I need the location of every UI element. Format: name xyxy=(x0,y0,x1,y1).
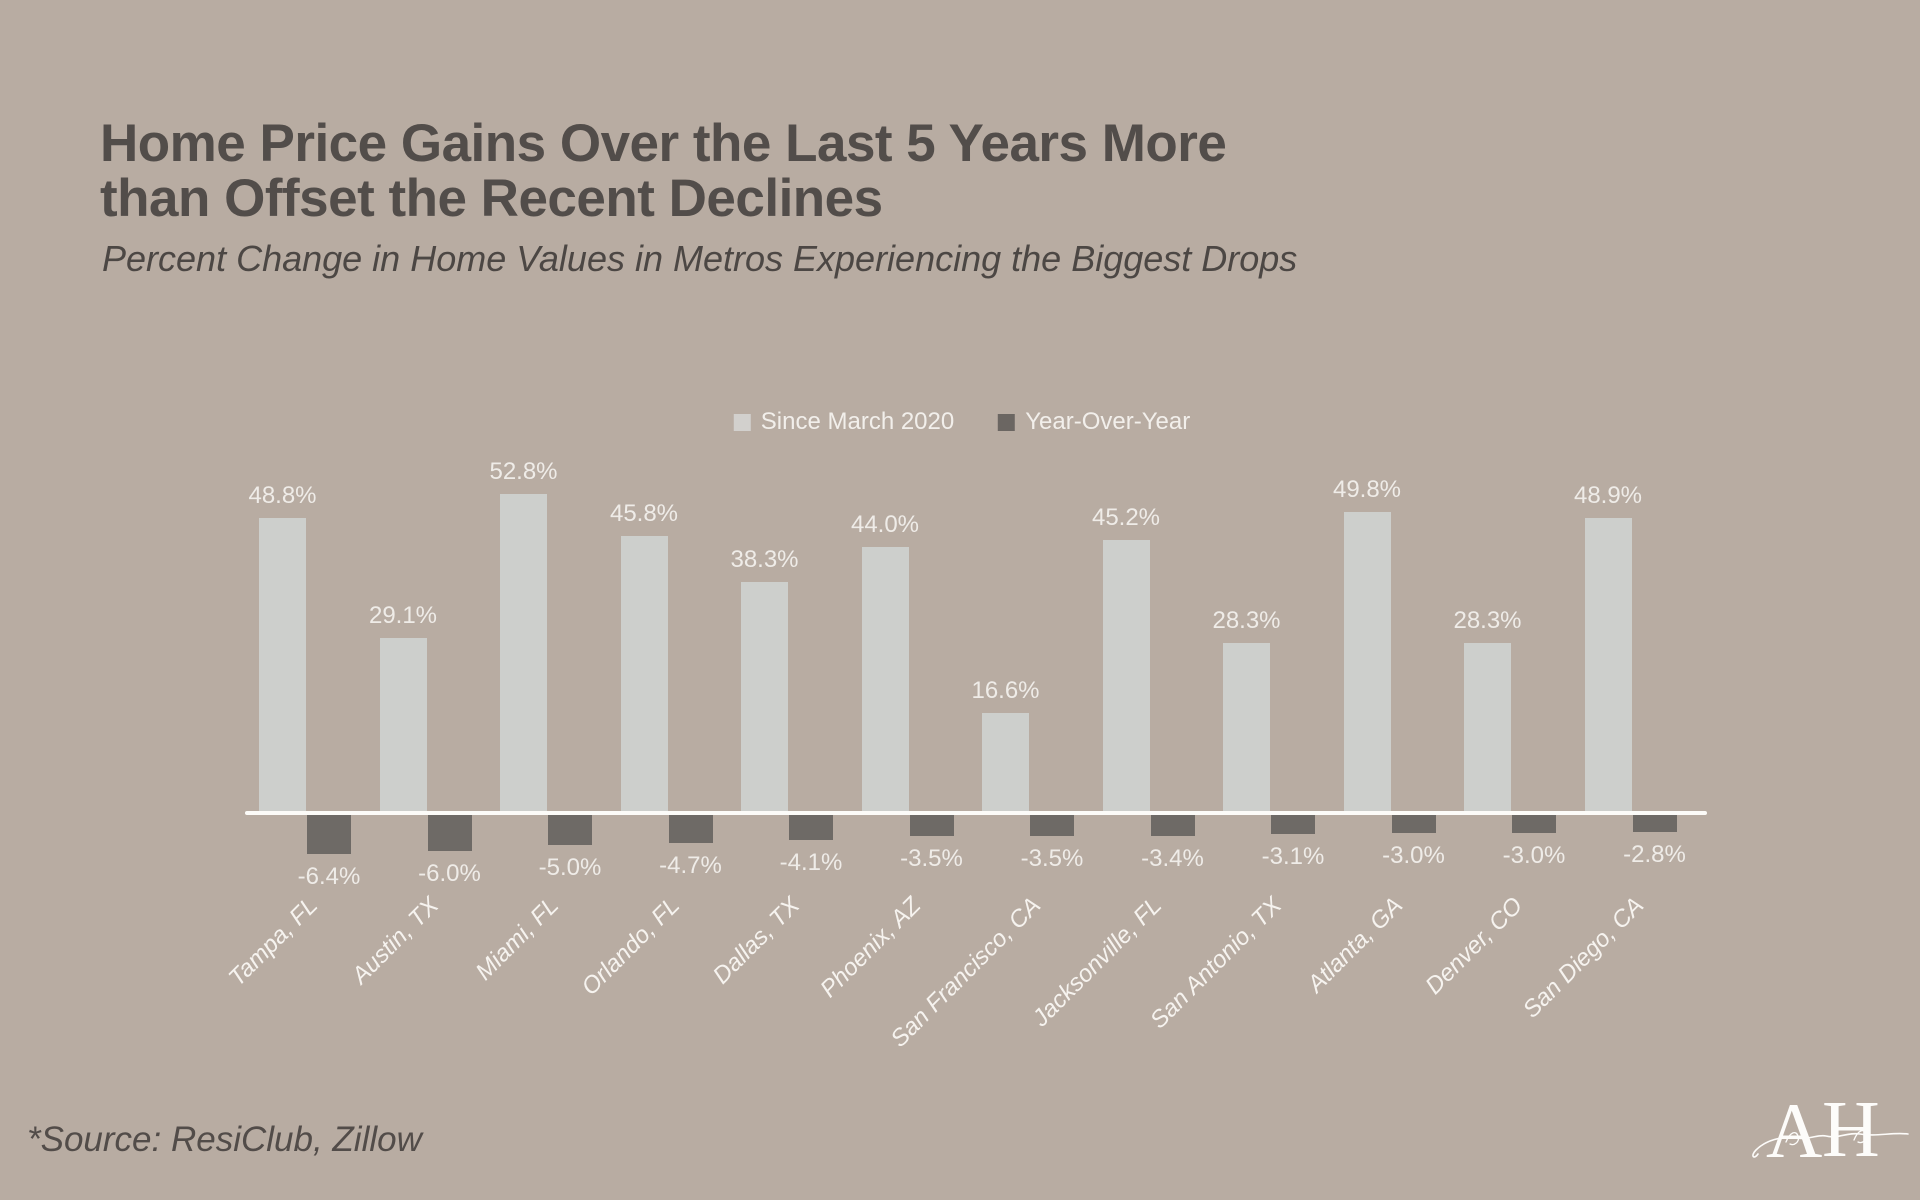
bar-since-march-2020 xyxy=(982,713,1029,814)
bar-value-label-positive: 28.3% xyxy=(1453,606,1522,634)
bar-year-over-year xyxy=(1512,815,1556,834)
bar-value-label-negative: -3.0% xyxy=(1382,842,1445,870)
bar-since-march-2020 xyxy=(259,518,306,814)
brand-logo: A H xyxy=(1752,1086,1909,1174)
legend-swatch-positive-series xyxy=(733,413,751,431)
bar-since-march-2020 xyxy=(379,637,427,814)
bar-year-over-year xyxy=(668,815,713,844)
bar-value-label-positive: 45.8% xyxy=(609,500,679,528)
chart-title-line2: than Offset the Recent Declines xyxy=(100,169,883,228)
category-label: Tampa, FL xyxy=(223,892,324,992)
bar-year-over-year xyxy=(1030,815,1074,837)
logo-script-flourish xyxy=(1752,1129,1909,1158)
bar-value-label-positive: 48.8% xyxy=(248,482,317,510)
category-label: Dallas, TX xyxy=(707,892,806,990)
category-label: Atlanta, GA xyxy=(1301,892,1408,998)
bar-value-label-positive: 29.1% xyxy=(368,601,438,629)
bar-year-over-year xyxy=(427,815,472,852)
bar-value-label-positive: 45.2% xyxy=(1091,504,1161,532)
bar-value-label-negative: -4.7% xyxy=(659,852,722,880)
bar-since-march-2020 xyxy=(620,536,668,814)
legend-swatch-negative-series xyxy=(998,413,1016,431)
bar-value-label-positive: 49.8% xyxy=(1332,476,1402,504)
bar-year-over-year xyxy=(1632,815,1677,832)
legend-label-positive-series: Since March 2020 xyxy=(760,408,955,435)
source-note: *Source: ResiClub, Zillow xyxy=(27,1120,422,1159)
legend-label-negative-series: Year-Over-Year xyxy=(1025,408,1191,435)
chart-title-line1: Home Price Gains Over the Last 5 Years M… xyxy=(100,114,1227,173)
bar-since-march-2020 xyxy=(1343,512,1391,814)
bar-since-march-2020 xyxy=(500,494,547,814)
category-label: San Diego, CA xyxy=(1517,892,1649,1024)
bar-value-label-negative: -3.4% xyxy=(1141,844,1204,872)
bar-value-label-negative: -3.5% xyxy=(1020,845,1084,873)
bar-value-label-positive: 48.9% xyxy=(1573,481,1643,509)
bar-year-over-year xyxy=(1391,815,1436,834)
category-label: Phoenix, AZ xyxy=(814,892,926,1003)
bar-year-over-year xyxy=(909,815,954,837)
bar-value-label-positive: 38.3% xyxy=(730,545,799,573)
legend-item-since-march-2020: Since March 2020 xyxy=(733,408,955,436)
bar-value-label-positive: 16.6% xyxy=(971,677,1040,705)
bar-year-over-year xyxy=(1271,815,1315,834)
category-label: San Francisco, CA xyxy=(885,892,1047,1053)
category-label: Miami, FL xyxy=(470,892,565,986)
bar-value-label-negative: -4.1% xyxy=(779,848,843,876)
category-label: San Antonio, TX xyxy=(1145,892,1288,1035)
bar-value-label-negative: -5.0% xyxy=(538,854,602,882)
bar-value-label-negative: -3.1% xyxy=(1261,842,1325,870)
bar-value-label-positive: 28.3% xyxy=(1212,606,1281,634)
chart-title: Home Price Gains Over the Last 5 Years M… xyxy=(100,114,1227,228)
bar-since-march-2020 xyxy=(1464,642,1511,814)
bar-since-march-2020 xyxy=(1223,642,1270,814)
bar-year-over-year xyxy=(307,815,351,854)
category-label: Orlando, FL xyxy=(575,892,685,1001)
bar-since-march-2020 xyxy=(1102,540,1150,814)
chart-legend: Since March 2020 Year-Over-Year xyxy=(733,408,1190,436)
bar-value-label-negative: -3.0% xyxy=(1502,842,1566,870)
bar-value-label-negative: -6.0% xyxy=(418,860,481,888)
bar-since-march-2020 xyxy=(1584,517,1632,814)
bar-year-over-year xyxy=(789,815,833,840)
logo-letter-a: A xyxy=(1766,1087,1823,1174)
bar-year-over-year xyxy=(1150,815,1195,836)
bar-value-label-negative: -6.4% xyxy=(297,862,361,890)
chart-subtitle: Percent Change in Home Values in Metros … xyxy=(102,238,1298,279)
logo-letter-h: H xyxy=(1822,1086,1880,1174)
legend-item-year-over-year: Year-Over-Year xyxy=(998,408,1190,436)
bar-value-label-negative: -3.5% xyxy=(900,845,963,873)
bar-value-label-positive: 52.8% xyxy=(489,458,558,486)
bar-year-over-year xyxy=(548,815,592,846)
category-label: Austin, TX xyxy=(346,892,444,990)
bar-since-march-2020 xyxy=(861,547,909,814)
category-label: Jacksonville, FL xyxy=(1026,892,1167,1032)
bar-value-label-negative: -2.8% xyxy=(1623,840,1686,868)
bar-since-march-2020 xyxy=(741,581,788,814)
bar-value-label-positive: 44.0% xyxy=(850,511,920,539)
zero-axis-line xyxy=(245,811,1707,815)
category-label: Denver, CO xyxy=(1420,892,1529,1000)
